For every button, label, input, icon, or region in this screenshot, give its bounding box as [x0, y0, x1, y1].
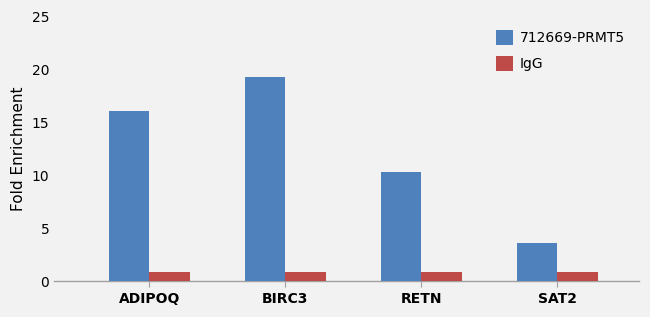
Bar: [109, 111, 150, 281]
Bar: [285, 273, 326, 281]
Bar: [244, 77, 285, 281]
Bar: [421, 273, 462, 281]
Bar: [380, 172, 421, 281]
Bar: [517, 243, 557, 281]
Legend: 712669-PRMT5, IgG: 712669-PRMT5, IgG: [489, 23, 632, 78]
Bar: [150, 273, 190, 281]
Y-axis label: Fold Enrichment: Fold Enrichment: [11, 87, 26, 211]
Bar: [557, 273, 598, 281]
